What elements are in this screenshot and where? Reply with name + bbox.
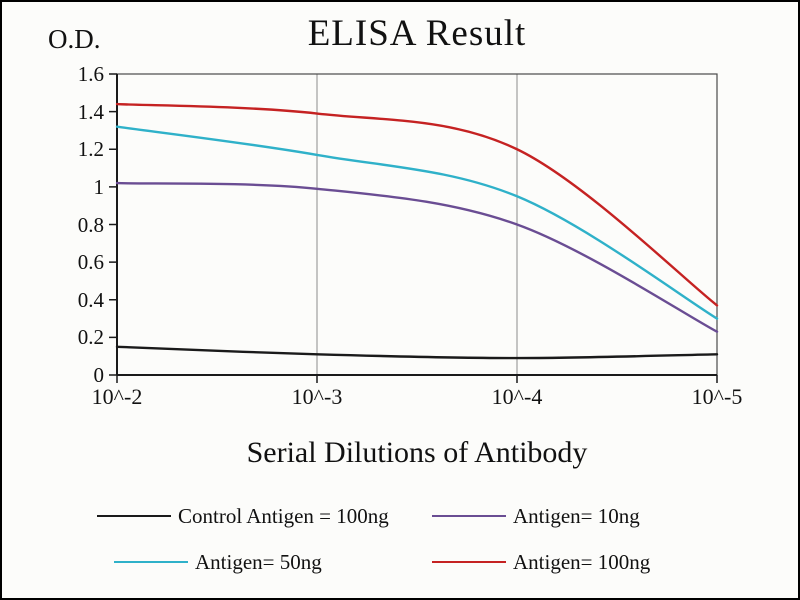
x-tick-label: 10^-2: [91, 384, 143, 409]
legend-item-antigen-100ng: Antigen= 100ng: [432, 550, 650, 574]
legend-item-antigen-50ng: Antigen= 50ng: [114, 550, 322, 574]
legend-line-swatch-control-antigen: [97, 515, 171, 517]
legend-line-swatch-antigen-50ng: [114, 561, 188, 563]
legend-label: Control Antigen = 100ng: [178, 503, 389, 528]
legend-line-swatch-antigen-100ng: [432, 561, 506, 563]
legend-item-antigen-10ng: Antigen= 10ng: [432, 504, 640, 528]
y-tick-label: 0.8: [77, 213, 104, 237]
legend-item-control-antigen: Control Antigen = 100ng: [97, 504, 389, 528]
x-tick-label: 10^-3: [291, 384, 343, 409]
legend-line-swatch-antigen-10ng: [432, 515, 506, 517]
y-tick-label: 1: [93, 175, 105, 199]
y-tick-label: 0.6: [77, 250, 104, 274]
y-tick-label: 1.2: [77, 137, 104, 161]
chart-title: ELISA Result: [307, 13, 527, 54]
legend-label: Antigen= 50ng: [195, 549, 322, 574]
x-tick-label: 10^-5: [691, 384, 743, 409]
legend-label: Antigen= 100ng: [513, 549, 651, 574]
y-tick-label: 1.6: [77, 62, 104, 86]
x-tick-label: 10^-4: [491, 384, 543, 409]
x-axis-title: Serial Dilutions of Antibody: [246, 436, 588, 469]
y-axis-title: O.D.: [48, 24, 101, 54]
legend-label: Antigen= 10ng: [513, 503, 640, 528]
y-tick-label: 0: [93, 363, 105, 387]
y-tick-label: 0.4: [77, 288, 104, 312]
y-tick-label: 0.2: [77, 325, 104, 349]
y-tick-label: 1.4: [77, 100, 104, 124]
